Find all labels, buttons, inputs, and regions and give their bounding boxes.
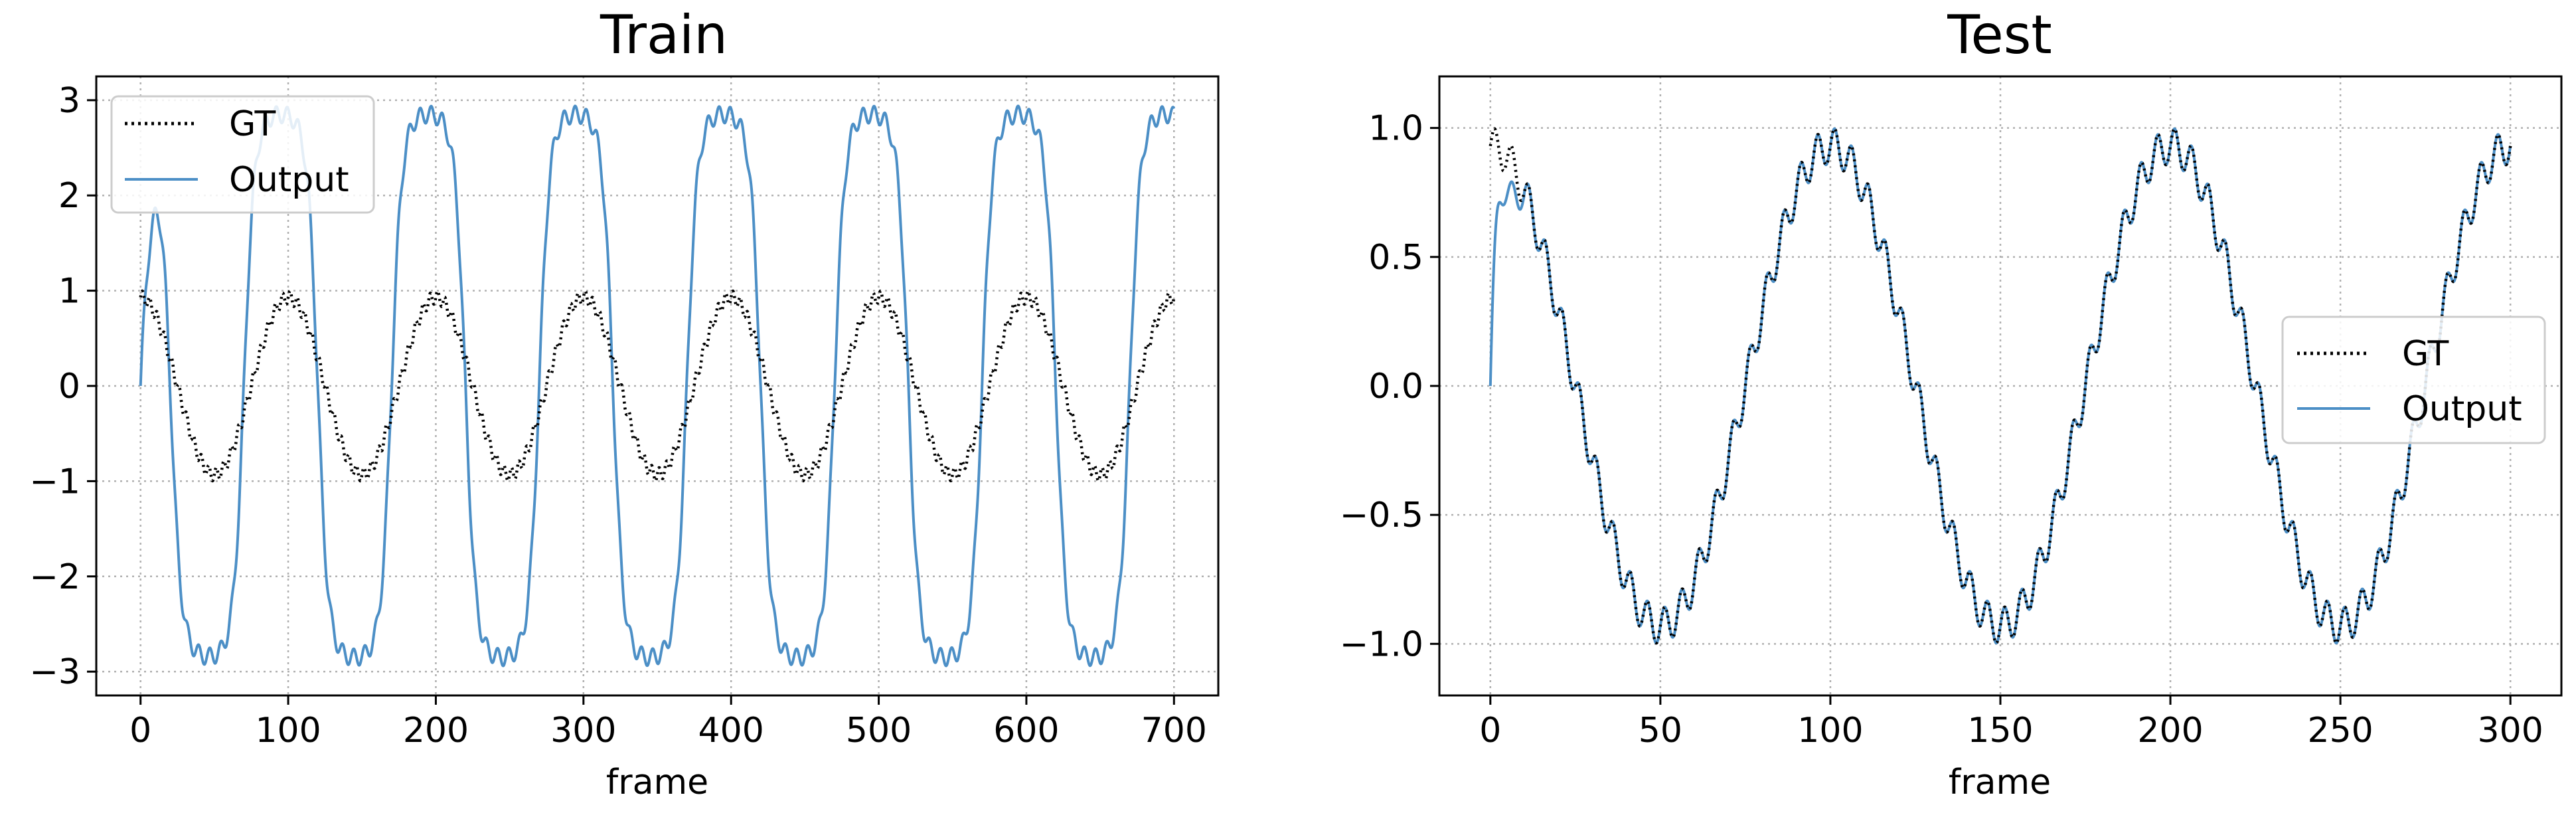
train-panel: Train 0 100 200 300 400 500 600 700 −3−2−10123 … — [29, 4, 1220, 802]
chart-title: Test — [1947, 4, 2052, 66]
y-tick-label: 2 — [58, 176, 80, 216]
legend: GT Output — [2281, 316, 2546, 444]
series-lines — [139, 104, 1176, 668]
y-tick-label: −3 — [29, 652, 80, 692]
x-tick-label: 150 — [1967, 711, 2033, 751]
x-axis-label: frame — [606, 763, 708, 802]
test-panel: Test 0 50 100 150 200 250 300 −1.0 −0.5 0.0 0.5 1.… — [1340, 4, 2563, 802]
x-tick-label: 700 — [1141, 711, 1207, 751]
series-line-output — [139, 104, 1176, 668]
legend: GT Output — [110, 95, 375, 214]
x-tick-label: 0 — [1479, 711, 1501, 751]
y-tick-label: −1.0 — [1340, 624, 1423, 664]
legend-label-output: Output — [229, 160, 349, 200]
x-tick-label: 300 — [550, 711, 616, 751]
gridlines — [1439, 76, 2561, 695]
x-tick-label: 100 — [255, 711, 321, 751]
legend-box — [2281, 316, 2546, 444]
y-tick-label: 1.0 — [1368, 109, 1423, 149]
chart-title: Train — [600, 4, 728, 66]
x-tick-label: 250 — [2307, 711, 2373, 751]
x-tick-label: 400 — [698, 711, 764, 751]
y-tick-label: −1 — [29, 462, 80, 501]
y-tick-label: −2 — [29, 557, 80, 597]
series-line-gt — [139, 289, 1176, 483]
legend-label-gt: GT — [2402, 334, 2449, 374]
x-axis-ticks: 0 50 100 150 200 250 300 — [1479, 695, 2543, 751]
legend-label-output: Output — [2402, 389, 2522, 429]
series-lines — [1489, 127, 2512, 645]
y-axis-ticks: −3 −2 −1 0 1 2 3 — [29, 81, 96, 692]
y-tick-label: 0 — [58, 367, 80, 407]
x-tick-label: 500 — [846, 711, 912, 751]
y-tick-label: 0.0 — [1368, 367, 1423, 407]
y-tick-label: 0.5 — [1368, 238, 1423, 278]
x-tick-label: 200 — [403, 711, 469, 751]
y-tick-label: 3 — [58, 81, 80, 121]
legend-label-gt: GT — [229, 104, 276, 144]
y-tick-label: −0.5 — [1340, 496, 1423, 535]
x-tick-label: 200 — [2137, 711, 2203, 751]
y-tick-label: 1 — [58, 272, 80, 312]
x-tick-label: 0 — [129, 711, 151, 751]
legend-box — [110, 95, 375, 214]
x-axis-label: frame — [1949, 763, 2051, 802]
x-tick-label: 600 — [993, 711, 1059, 751]
x-tick-label: 100 — [1797, 711, 1863, 751]
x-tick-label: 300 — [2478, 711, 2543, 751]
x-tick-label: 50 — [1639, 711, 1682, 751]
y-axis-ticks: −1.0 −0.5 0.0 0.5 1.0 — [1340, 109, 1439, 664]
x-axis-ticks: 0 100 200 300 400 500 600 700 — [129, 695, 1207, 751]
series-line-gt — [1489, 127, 2512, 645]
